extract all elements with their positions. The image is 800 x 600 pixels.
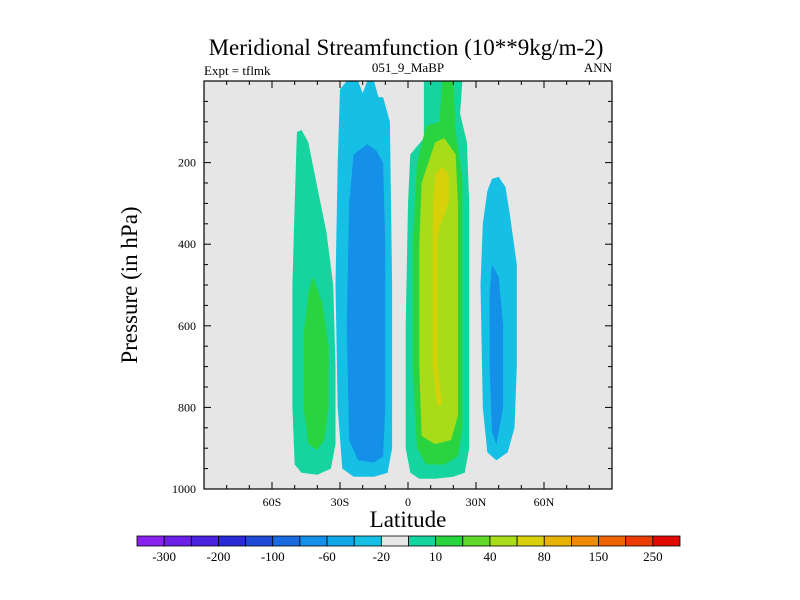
x-tick-label: 30N (466, 495, 487, 509)
season-label: ANN (584, 60, 613, 75)
colorbar-label: 80 (538, 549, 551, 564)
colorbar-swatch (245, 535, 274, 547)
region-equatorial-cell-inner (419, 138, 458, 445)
colorbar-label: 150 (589, 549, 609, 564)
x-tick-label: 60S (263, 495, 282, 509)
colorbar-label: 10 (429, 549, 442, 564)
colorbar-swatch (516, 535, 545, 547)
axis-ticks (203, 80, 613, 490)
colorbar-swatch (408, 535, 437, 547)
colorbar-swatch (571, 535, 599, 547)
colorbar-swatch (598, 535, 627, 547)
x-tick-label: 60N (534, 495, 555, 509)
colorbar-label: 250 (643, 549, 663, 564)
colorbar-swatch (435, 535, 464, 547)
region-equatorial-cell-core (432, 166, 449, 408)
colorbar-label: -300 (152, 549, 176, 564)
colorbar-swatch (190, 535, 219, 547)
x-tick-labels: 60S 30S 0 30N 60N (263, 495, 555, 509)
colorbar-swatch (380, 535, 409, 547)
colorbar-swatch (543, 535, 572, 547)
contour-regions (292, 81, 517, 479)
colorbar-label: -60 (318, 549, 335, 564)
colorbar-label: -20 (373, 549, 390, 564)
y-tick-label: 800 (178, 400, 196, 414)
case-label: 051_9_MaBP (372, 60, 444, 75)
colorbar-labels: -300 -200 -100 -60 -20 10 40 80 150 250 (152, 549, 662, 564)
colorbar-swatch (218, 535, 246, 547)
colorbar-swatch (272, 535, 301, 547)
x-axis-label: Latitude (370, 507, 447, 532)
colorbar-swatch (326, 535, 355, 547)
x-tick-label: 30S (331, 495, 350, 509)
colorbar-swatch (299, 535, 328, 547)
colorbar-swatch (489, 535, 518, 547)
colorbar-swatch (163, 535, 192, 547)
y-tick-label: 600 (178, 319, 196, 333)
x-tick-label: 0 (405, 495, 411, 509)
region-southern-cell-inner (346, 144, 386, 463)
colorbar-label: -100 (261, 549, 285, 564)
experiment-label: Expt = tflmk (204, 63, 271, 78)
chart-title: Meridional Streamfunction (10**9kg/m-2) (209, 35, 604, 60)
region-southern-band-inner (303, 276, 329, 451)
colorbar-swatch (652, 535, 681, 547)
colorbar-label: 40 (483, 549, 496, 564)
y-tick-label: 200 (178, 156, 196, 170)
colorbar (136, 535, 681, 547)
colorbar-swatch (136, 535, 165, 547)
colorbar-swatch (353, 535, 382, 547)
colorbar-label: -200 (207, 549, 231, 564)
y-tick-labels: 200 400 600 800 1000 (172, 156, 196, 496)
y-axis-label: Pressure (in hPa) (117, 206, 142, 363)
y-tick-label: 400 (178, 237, 196, 251)
y-tick-label: 1000 (172, 482, 196, 496)
colorbar-swatch (462, 535, 491, 547)
colorbar-swatch (625, 535, 654, 547)
region-northern-cell-inner (489, 264, 504, 445)
